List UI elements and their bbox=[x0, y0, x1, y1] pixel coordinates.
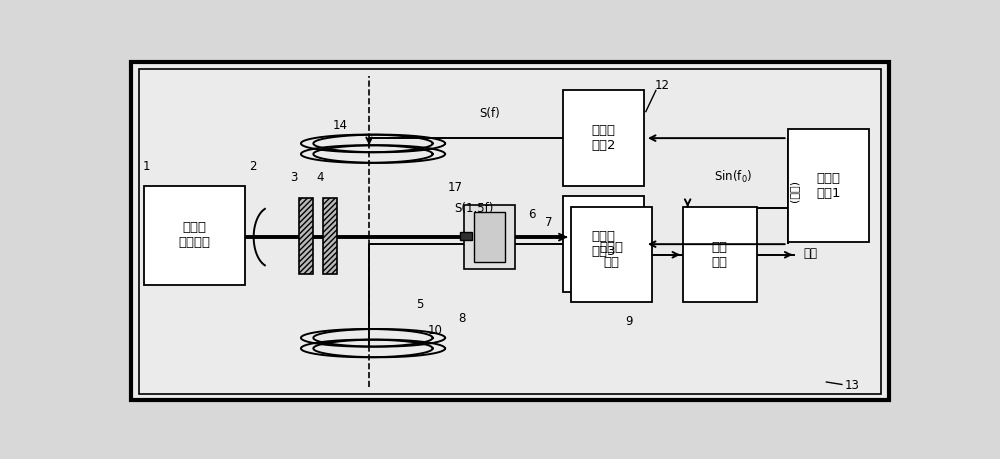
Text: 17: 17 bbox=[448, 181, 463, 194]
Text: 2: 2 bbox=[249, 160, 257, 173]
Text: 锁相
放大: 锁相 放大 bbox=[712, 241, 728, 269]
Text: 信号发
生器2: 信号发 生器2 bbox=[591, 124, 616, 152]
Bar bbox=[323, 198, 337, 274]
Bar bbox=[464, 205, 515, 269]
Bar bbox=[460, 232, 472, 240]
Text: S(f): S(f) bbox=[479, 107, 500, 120]
Bar bbox=[299, 198, 313, 274]
Text: 7: 7 bbox=[545, 217, 553, 230]
Text: 9: 9 bbox=[625, 315, 633, 329]
Text: 1: 1 bbox=[142, 160, 150, 173]
Text: Sin(f$_0$): Sin(f$_0$) bbox=[714, 169, 752, 185]
Text: S(1.5f): S(1.5f) bbox=[454, 202, 493, 215]
Text: 4: 4 bbox=[317, 170, 324, 184]
Text: 光电检
测管: 光电检 测管 bbox=[599, 241, 623, 269]
Text: 8: 8 bbox=[458, 312, 466, 325]
Text: 输出: 输出 bbox=[803, 246, 817, 259]
Text: 信号发
生器1: 信号发 生器1 bbox=[816, 172, 841, 200]
Bar bbox=[474, 213, 505, 262]
Bar bbox=[563, 196, 644, 292]
Text: (倍频): (倍频) bbox=[789, 180, 799, 202]
Text: 激光器
及其驱动: 激光器 及其驱动 bbox=[179, 221, 211, 249]
Text: 14: 14 bbox=[333, 119, 348, 132]
Bar bbox=[683, 207, 757, 302]
Bar bbox=[144, 186, 245, 285]
Text: 3: 3 bbox=[290, 170, 298, 184]
Text: 13: 13 bbox=[845, 379, 859, 392]
Bar bbox=[788, 129, 869, 242]
Text: 10: 10 bbox=[428, 324, 442, 337]
Text: 6: 6 bbox=[528, 208, 536, 221]
Bar bbox=[563, 90, 644, 186]
Text: 5: 5 bbox=[416, 298, 423, 311]
Text: 信号发
生器3: 信号发 生器3 bbox=[591, 230, 616, 258]
Text: 12: 12 bbox=[655, 78, 670, 92]
Bar bbox=[571, 207, 652, 302]
